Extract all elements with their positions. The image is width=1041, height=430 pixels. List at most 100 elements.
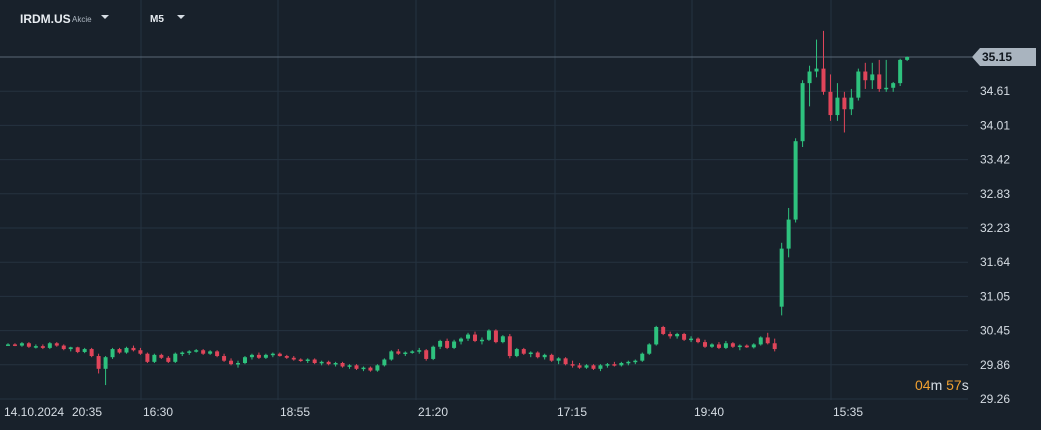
y-tick-label: 30.45 xyxy=(980,324,1010,338)
timeframe-label[interactable]: M5 xyxy=(150,14,164,25)
candle-body xyxy=(598,365,603,369)
candle-body xyxy=(40,346,45,348)
candle-body xyxy=(138,350,143,354)
candle-body xyxy=(758,337,763,345)
candle-body xyxy=(26,343,31,347)
symbol-label[interactable]: IRDM.US xyxy=(20,12,71,26)
y-tick-label: 32.23 xyxy=(980,221,1010,235)
candle-body xyxy=(208,351,213,354)
candle-body xyxy=(689,338,694,341)
symbol-chevron-down-icon[interactable] xyxy=(101,15,109,19)
candle-body xyxy=(424,350,429,359)
candle-body xyxy=(842,97,847,110)
x-tick-label: 16:30 xyxy=(143,405,173,419)
candle-body xyxy=(584,365,589,368)
candle-body xyxy=(528,352,533,355)
candle-body xyxy=(319,361,324,364)
candle-body xyxy=(361,367,366,370)
candle-body xyxy=(396,351,401,354)
candle-body xyxy=(849,97,854,110)
candle-body xyxy=(145,353,150,362)
candle-body xyxy=(33,346,38,348)
candle-body xyxy=(744,345,749,348)
candle-body xyxy=(445,340,450,348)
x-tick-label: 15:35 xyxy=(833,405,863,419)
candle-body xyxy=(486,330,491,340)
candle-body xyxy=(542,354,547,358)
candle-body xyxy=(270,353,275,356)
candle-body xyxy=(884,87,889,90)
candle-body xyxy=(612,364,617,366)
candle-body xyxy=(375,365,380,371)
candle-body xyxy=(131,347,136,351)
y-tick-label: 31.64 xyxy=(980,255,1010,269)
candle-body xyxy=(703,342,707,347)
candle-body xyxy=(187,351,192,353)
candle-body xyxy=(661,327,666,334)
candle-body xyxy=(96,356,101,369)
candle-body xyxy=(514,349,519,357)
timer-seconds-unit: s xyxy=(961,377,969,393)
candle-body xyxy=(479,339,484,342)
candle-body xyxy=(716,344,721,348)
candle-body xyxy=(723,343,728,348)
timer-minutes: 04 xyxy=(915,377,931,393)
candle-body xyxy=(466,334,471,339)
candle-body xyxy=(605,364,610,366)
candle-body xyxy=(249,354,254,358)
candle-body xyxy=(905,57,910,60)
candle-body xyxy=(772,343,777,350)
candle-body xyxy=(305,359,310,362)
candle-body xyxy=(152,354,157,362)
candle-body xyxy=(493,330,498,343)
candle-body xyxy=(682,333,687,340)
candle-body xyxy=(891,83,896,88)
candle-body xyxy=(256,354,261,358)
candle-body xyxy=(291,357,296,360)
candle-body xyxy=(870,74,875,81)
candle-countdown: 04m 57s xyxy=(915,377,969,393)
candle-body xyxy=(47,343,52,348)
candle-body xyxy=(709,344,714,347)
candle-body xyxy=(340,363,345,367)
candle-body xyxy=(354,365,359,369)
candle-body xyxy=(856,71,861,98)
chart-header: IRDM.US Akcie M5 xyxy=(0,0,1041,34)
candle-body xyxy=(54,343,59,346)
candle-body xyxy=(696,338,701,343)
candle-body xyxy=(472,334,477,341)
candle-body xyxy=(298,359,303,362)
candle-body xyxy=(110,349,115,358)
candle-body xyxy=(229,360,234,365)
candle-body xyxy=(201,350,206,354)
x-tick-label: 17:15 xyxy=(557,405,587,419)
candle-body xyxy=(89,349,94,357)
candle-body xyxy=(563,358,568,365)
y-tick-label: 32.83 xyxy=(980,187,1010,201)
timer-seconds: 57 xyxy=(946,377,962,393)
instrument-type-label: Akcie xyxy=(72,15,92,24)
candle-body xyxy=(786,219,791,249)
candle-body xyxy=(807,71,812,84)
candle-body xyxy=(591,365,596,369)
y-tick-label: 31.05 xyxy=(980,289,1010,303)
candle-body xyxy=(417,350,422,352)
candle-body xyxy=(877,74,882,89)
candle-body xyxy=(368,367,373,371)
timeframe-chevron-down-icon[interactable] xyxy=(177,15,185,19)
candle-body xyxy=(75,347,80,352)
candle-body xyxy=(675,333,680,337)
candle-body xyxy=(668,333,673,337)
candle-body xyxy=(898,59,903,84)
y-tick-label: 33.42 xyxy=(980,153,1010,167)
candle-body xyxy=(284,356,289,358)
candle-body xyxy=(452,341,457,348)
candle-body xyxy=(236,363,241,365)
candle-body xyxy=(500,336,505,343)
candle-body xyxy=(800,83,805,142)
candle-body xyxy=(333,363,338,365)
candle-body xyxy=(549,354,554,361)
current-price-label: 35.15 xyxy=(982,50,1012,64)
candle-body xyxy=(215,351,220,357)
